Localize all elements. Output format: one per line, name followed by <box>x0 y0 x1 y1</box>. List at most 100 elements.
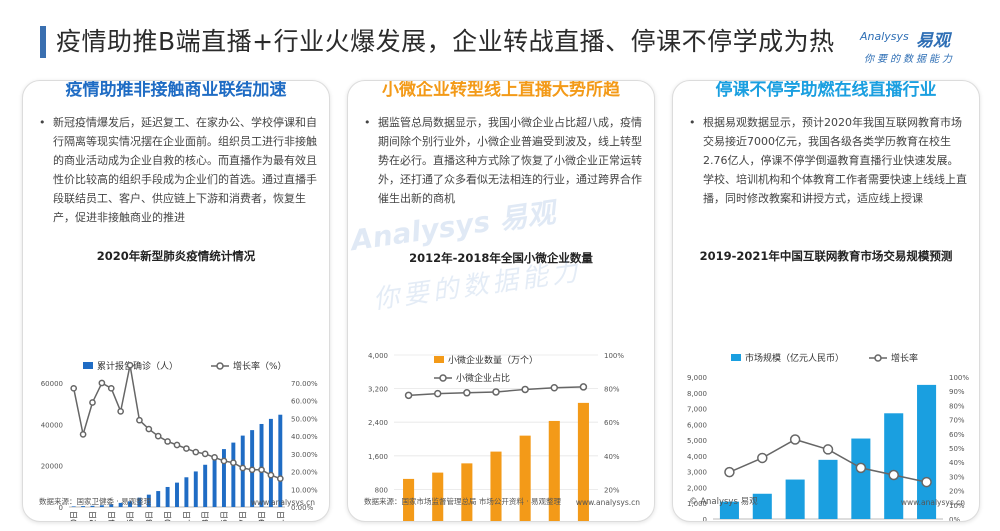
y-tick-label: 0 <box>384 520 388 521</box>
legend-marker <box>439 374 447 382</box>
y2-tick-label: 10.00% <box>291 486 318 494</box>
line-point <box>154 432 162 440</box>
title-accent-bar <box>40 26 46 58</box>
line-point <box>173 441 181 449</box>
bar <box>109 504 114 507</box>
y2-tick-label: 60.00% <box>291 398 318 406</box>
panel-description: • 据监管总局数据显示，我国小微企业占比超八成，疫情期间除个别行业外，小微企业普… <box>364 113 642 208</box>
y-tick-label: 3,000 <box>687 469 707 477</box>
x-tick-label: 1月24日 <box>107 511 116 521</box>
y-tick-label: 40000 <box>41 421 63 429</box>
line-point <box>136 416 143 424</box>
line-point <box>724 466 735 478</box>
panel-title: 小微企业转型线上直播大势所趋 <box>382 80 620 100</box>
bar <box>90 505 95 507</box>
legend-label: 增长率 <box>891 352 918 364</box>
legend-swatch-bar <box>83 362 93 369</box>
y2-tick-label: 100% <box>949 374 969 382</box>
x-tick-label: 1月22日 <box>88 511 97 521</box>
bar <box>818 459 838 519</box>
x-tick-label: 2月5日 <box>220 511 229 521</box>
logo-chinese: 易观 <box>916 31 950 51</box>
analysys-logo: Analysys 易观 你要的数据能力 <box>860 30 980 66</box>
description-text: 新冠疫情爆发后，延迟复工、在家办公、学校停课和自行隔离等现实情况摆在企业面前。组… <box>53 116 317 224</box>
legend-label: 累计报告确诊（人） <box>97 360 178 372</box>
line-point <box>521 385 529 394</box>
line-point <box>579 383 588 391</box>
bar <box>193 471 198 507</box>
x-tick-label: 2月7日 <box>239 511 248 521</box>
bar <box>490 451 502 521</box>
y-tick-label: 4,000 <box>368 352 388 360</box>
y-tick-label: 1,600 <box>368 453 388 461</box>
bar <box>146 494 151 507</box>
y2-tick-label: 60% <box>949 431 965 439</box>
y2-tick-label: 20.00% <box>291 469 318 477</box>
y2-tick-label: 60% <box>604 419 620 427</box>
bar <box>221 449 226 507</box>
legend-swatch-bar <box>731 354 741 361</box>
bar <box>851 438 871 519</box>
page-title: 疫情助推B端直播+行业火爆发展，企业转战直播、停课不停学成为热 <box>56 27 835 56</box>
y-tick-label: 6,000 <box>687 421 707 429</box>
y2-tick-label: 80% <box>949 402 965 410</box>
line-point <box>239 464 247 472</box>
y2-tick-label: 50.00% <box>291 415 318 423</box>
line-point <box>98 379 106 387</box>
description-text: 根据易观数据显示，预计2020年我国互联网教育市场交易接近7000亿元，我国各级… <box>703 116 967 205</box>
bar <box>165 486 170 507</box>
legend-marker <box>216 362 224 370</box>
legend-label: 小微企业占比 <box>456 372 510 384</box>
bar <box>719 501 739 519</box>
y2-tick-label: 100% <box>604 352 624 360</box>
bullet-icon: • <box>364 116 371 129</box>
line-point <box>550 384 559 392</box>
bar <box>184 477 189 507</box>
line-point <box>757 452 768 464</box>
bar <box>278 414 283 507</box>
line-point <box>276 475 284 483</box>
y2-tick-label: 90% <box>949 388 965 396</box>
chart-epidemic: 累计报告确诊（人） 增长率（%） 0 20000 40000 60000 0.00% 10.0… <box>41 360 318 521</box>
y-tick-label: 5,000 <box>687 437 707 445</box>
bullet-icon: • <box>689 116 696 129</box>
legend-label: 增长率（%） <box>233 360 287 372</box>
y2-tick-label: 0.00% <box>291 504 314 512</box>
y-tick-label: 1,000 <box>687 500 707 508</box>
legend-label: 小微企业数量（万个） <box>448 354 538 366</box>
y2-tick-label: 20% <box>949 488 965 496</box>
line-point <box>89 399 96 406</box>
bar <box>403 478 415 521</box>
line-point <box>433 389 442 398</box>
y-tick-label: 9,000 <box>687 374 707 382</box>
bar <box>71 506 76 507</box>
bar <box>231 442 236 507</box>
legend-marker <box>874 354 882 362</box>
line-point <box>107 384 115 392</box>
y-tick-label: 0 <box>59 504 63 512</box>
copyright: © Analysys 易观 <box>689 497 758 507</box>
line-point <box>248 466 256 474</box>
bar <box>577 402 589 521</box>
bar <box>99 505 104 507</box>
y-tick-label: 2,000 <box>687 484 707 492</box>
bar <box>785 479 805 519</box>
x-tick-label: 2月3日 <box>201 511 210 521</box>
logo-english: Analysys <box>860 30 909 43</box>
line-point <box>789 434 801 445</box>
y-tick-label: 20000 <box>41 463 63 471</box>
line-point <box>404 391 413 400</box>
y-tick-label: 8,000 <box>687 390 707 398</box>
bar <box>432 472 444 521</box>
bar <box>259 423 264 507</box>
x-tick-label: 2月9日 <box>258 511 267 521</box>
bar <box>203 464 208 507</box>
bar <box>268 418 273 507</box>
line-point <box>921 476 932 488</box>
y2-tick-label: 20% <box>604 486 620 494</box>
bar <box>917 384 937 519</box>
line-point <box>463 389 471 397</box>
line-point <box>79 431 87 438</box>
line-point <box>220 457 228 465</box>
y2-tick-label: 80% <box>604 386 620 394</box>
